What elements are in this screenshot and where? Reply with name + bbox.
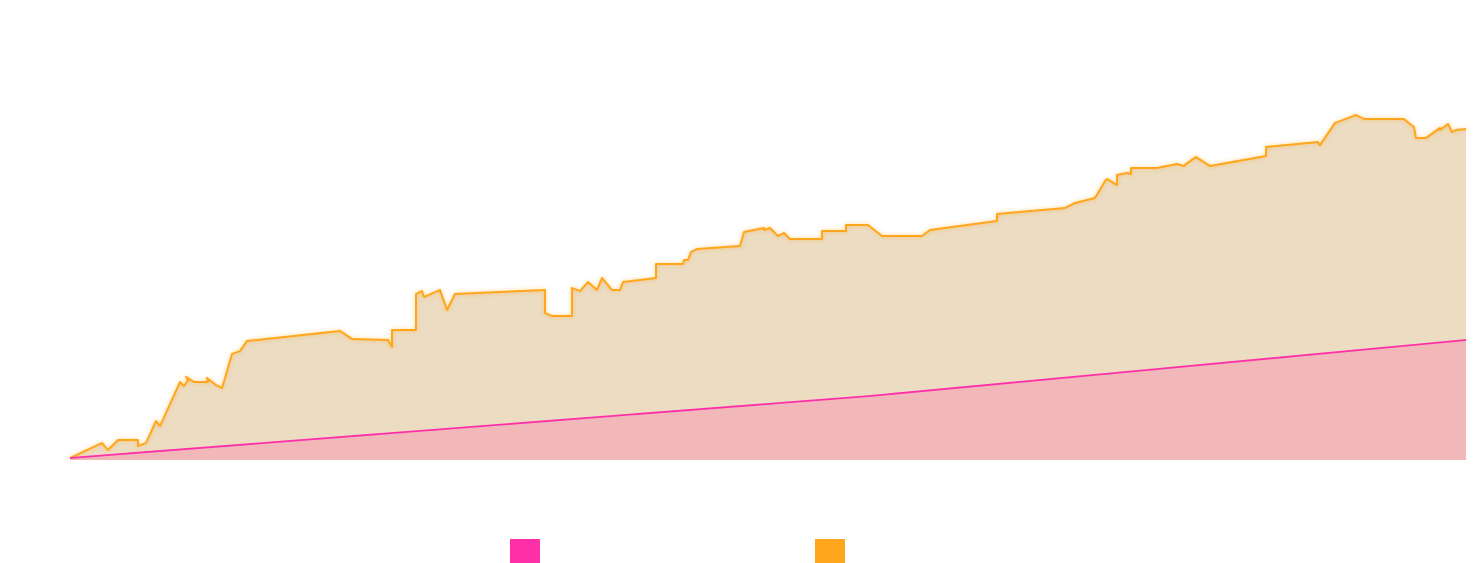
legend xyxy=(510,539,845,563)
legend-swatch-1 xyxy=(815,539,845,563)
series-0-area xyxy=(70,340,1466,460)
series-0 xyxy=(69,339,1467,460)
plot-area xyxy=(69,114,1467,460)
legend-swatch-0 xyxy=(510,539,540,563)
series-1-line xyxy=(69,114,1467,459)
series-0-line xyxy=(69,339,1467,459)
